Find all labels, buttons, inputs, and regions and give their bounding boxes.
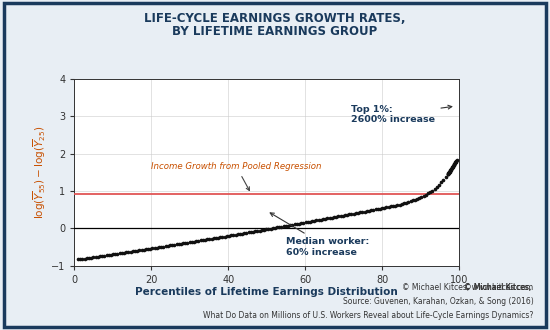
Text: Top 1%:
2600% increase: Top 1%: 2600% increase xyxy=(351,105,452,124)
Text: Median worker:
60% increase: Median worker: 60% increase xyxy=(270,213,369,257)
Text: What Do Data on Millions of U.S. Workers Reveal about Life-Cycle Earnings Dynami: What Do Data on Millions of U.S. Workers… xyxy=(203,311,534,320)
Text: © Michael Kitces,: © Michael Kitces, xyxy=(464,283,534,292)
Text: LIFE-CYCLE EARNINGS GROWTH RATES,: LIFE-CYCLE EARNINGS GROWTH RATES, xyxy=(144,12,406,24)
Y-axis label: $\log(\overline{Y}_{55}) - \log(\overline{Y}_{25})$: $\log(\overline{Y}_{55}) - \log(\overlin… xyxy=(31,126,48,219)
Text: Income Growth from Pooled Regression: Income Growth from Pooled Regression xyxy=(151,162,322,190)
Text: Source: Guvenen, Karahan, Ozkan, & Song (2016): Source: Guvenen, Karahan, Ozkan, & Song … xyxy=(343,297,534,306)
Text: © Michael Kitces, www.kitces.com: © Michael Kitces, www.kitces.com xyxy=(403,283,534,292)
Text: © Michael Kitces,: © Michael Kitces, xyxy=(464,283,534,292)
X-axis label: Percentiles of Lifetime Earnings Distribution: Percentiles of Lifetime Earnings Distrib… xyxy=(135,287,398,297)
Text: BY LIFETIME EARNINGS GROUP: BY LIFETIME EARNINGS GROUP xyxy=(172,25,378,38)
